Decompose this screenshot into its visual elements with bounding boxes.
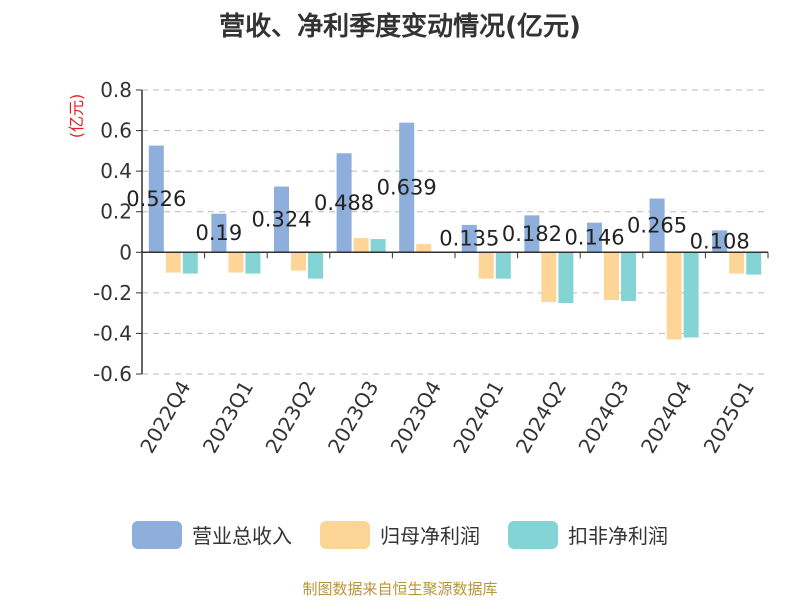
data-label-revenue: 0.19 [196,221,243,245]
y-tick-label: 0.4 [100,159,132,183]
legend-swatch-net-profit [320,520,370,549]
x-tick-label: 2024Q2 [511,377,571,458]
bar-deducted-profit [621,252,636,301]
bar-revenue [336,153,352,253]
bar-revenue [524,215,540,253]
chart-legend: 营业总收入 归母净利润 扣非净利润 [0,520,800,549]
bar-net-profit [165,252,181,273]
legend-swatch-revenue [132,520,182,549]
y-tick-label: 0.6 [100,119,132,143]
x-tick-label: 2025Q1 [699,377,759,458]
x-tick-label: 2023Q1 [198,377,258,458]
data-label-revenue: 0.108 [690,229,750,253]
bar-revenue [712,230,728,253]
bar-deducted-profit [683,252,699,338]
bar-net-profit [228,252,244,273]
y-axis-unit-label: (亿元) [67,94,86,139]
y-tick-label: 0 [119,240,132,264]
legend-label-deducted-profit: 扣非净利润 [568,524,668,548]
bar-net-profit [478,252,494,279]
legend-label-revenue: 营业总收入 [192,524,292,548]
legend-item-revenue[interactable]: 营业总收入 [132,520,292,549]
bar-deducted-profit [308,252,323,279]
x-tick-label: 2024Q3 [573,377,633,458]
bar-net-profit [353,238,369,253]
bar-revenue [461,224,477,253]
y-tick-label: 0.2 [100,200,132,224]
bar-deducted-profit [495,252,511,279]
chart-title: 营收、净利季度变动情况(亿元) [219,12,581,42]
data-label-revenue: 0.265 [627,213,687,237]
data-label-revenue: 0.488 [314,191,374,215]
bar-net-profit [416,244,432,253]
bar-deducted-profit [746,252,762,275]
bar-deducted-profit [370,239,386,253]
x-tick-label: 2023Q4 [386,377,446,458]
y-tick-label: -0.2 [93,281,132,305]
bar-net-profit [604,252,619,300]
data-label-revenue: 0.639 [377,175,437,199]
data-source-note: 制图数据来自恒生聚源数据库 [302,580,498,598]
bar-deducted-profit [558,252,574,303]
x-tick-label: 2022Q4 [135,377,195,458]
bar-net-profit [291,252,306,271]
bar-revenue [274,186,289,253]
bar-revenue [587,222,602,253]
legend-item-net-profit[interactable]: 归母净利润 [320,520,480,549]
bar-net-profit [541,252,557,302]
bar-deducted-profit [182,252,198,274]
bar-deducted-profit [245,252,261,274]
x-tick-label: 2023Q2 [260,377,320,458]
data-label-revenue: 0.324 [251,207,311,231]
bar-revenue [399,122,415,253]
data-label-revenue: 0.182 [502,222,562,246]
bar-revenue [649,198,665,253]
x-tick-label: 2023Q3 [323,377,383,458]
bar-net-profit [666,252,682,340]
data-label-revenue: 0.526 [126,187,186,211]
y-tick-label: -0.6 [93,362,132,386]
legend-item-deducted-profit[interactable]: 扣非净利润 [508,520,668,549]
data-label-revenue: 0.146 [564,225,624,249]
x-tick-label: 2024Q4 [636,377,696,458]
legend-label-net-profit: 归母净利润 [380,524,480,548]
bar-revenue [211,213,227,253]
data-label-revenue: 0.135 [439,227,499,251]
bar-chart: 0.80.60.40.20-0.2-0.4-0.6(亿元)2022Q4 2023Q… [67,78,769,458]
y-tick-label: 0.8 [100,78,132,102]
x-tick-label: 2024Q1 [448,377,508,458]
legend-swatch-deducted-profit [508,520,558,549]
bar-revenue [148,145,164,253]
y-tick-label: -0.4 [93,321,132,345]
bar-net-profit [729,252,745,274]
